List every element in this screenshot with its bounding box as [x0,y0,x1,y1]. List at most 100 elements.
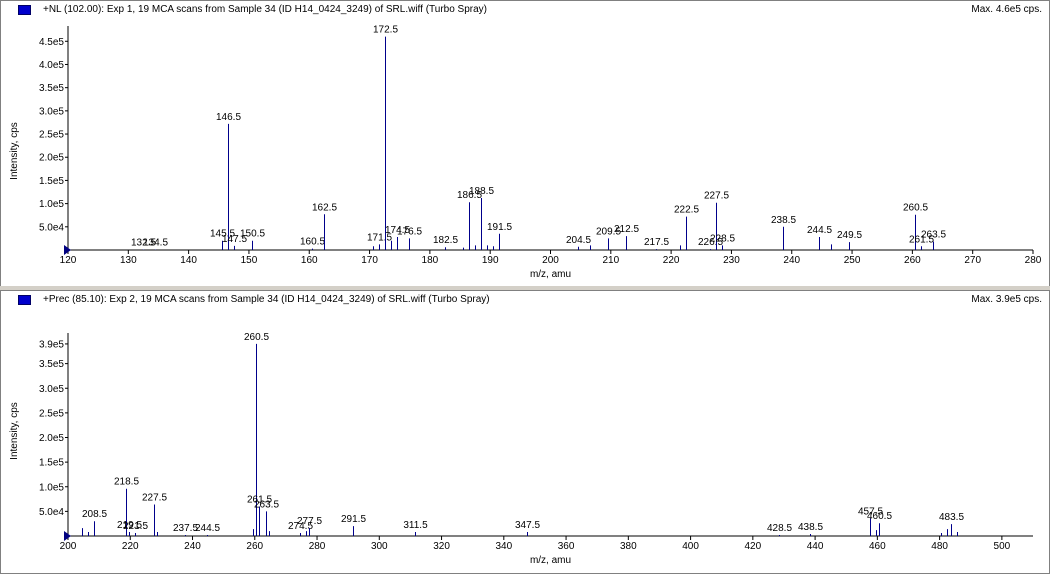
peak-label: 244.5 [195,523,220,534]
peak-label: 228.5 [710,233,735,244]
x-axis-label: m/z, amu [530,555,571,566]
threshold-marker-icon [64,531,71,541]
y-tick-label: 3.0e5 [39,384,64,395]
peak-label: 311.5 [403,520,428,531]
x-tick-label: 220 [122,541,139,552]
spectrum-icon[interactable] [18,295,31,305]
x-tick-label: 260 [904,255,921,266]
spectrum-chart-1[interactable]: 120 130 140 150 160 170 180 190 200 210 220 230 240 2… [1,1,1049,286]
y-tick-label: 1.5e5 [39,458,64,469]
peak-label: 457.5 [858,506,883,517]
x-tick-label: 280 [1025,255,1042,266]
x-tick-label: 420 [744,541,761,552]
x-tick-label: 240 [783,255,800,266]
peak-label: 150.5 [240,229,265,240]
x-tick-label: 300 [371,541,388,552]
peak-label: 277.5 [297,516,322,527]
peak-label: 274.5 [288,521,313,532]
peak-label: 249.5 [837,230,862,241]
y-tick-label: 1.5e5 [39,176,64,187]
x-tick-label: 320 [433,541,450,552]
x-tick-label: 200 [60,541,77,552]
peak-label: 237.5 [173,523,198,534]
peak-label: 460.5 [867,511,892,522]
peak-label: 260.5 [244,332,269,343]
peak-label: 222.5 [674,205,699,216]
x-tick-label: 500 [994,541,1011,552]
peak-label: 217.5 [644,237,669,248]
y-tick-label: 3.5e5 [39,83,64,94]
y-tick-label: 2.0e5 [39,433,64,444]
peak-label: 212.5 [614,224,639,235]
x-tick-label: 340 [495,541,512,552]
x-tick-label: 440 [807,541,824,552]
peak-label: 188.5 [469,186,494,197]
max-intensity-label: Max. 4.6e5 cps. [971,4,1042,15]
peak-label: 261.5 [247,494,272,505]
peak-label: 428.5 [767,523,792,534]
peak-label: 261.5 [909,234,934,245]
x-tick-label: 200 [542,255,559,266]
y-tick-label: 3.0e5 [39,106,64,117]
peak-label: 209.5 [596,226,621,237]
peak-label: 226.5 [698,237,723,248]
peak-label: 146.5 [216,112,241,123]
x-tick-label: 400 [682,541,699,552]
x-tick-label: 140 [180,255,197,266]
pane-splitter[interactable] [0,286,1050,289]
y-tick-label: 2.0e5 [39,153,64,164]
y-tick-label: 2.5e5 [39,408,64,419]
y-tick-label: 3.5e5 [39,359,64,370]
threshold-marker-icon [64,245,71,255]
x-tick-label: 170 [361,255,378,266]
peak-label: 291.5 [341,514,366,525]
y-tick-label: 5.0e4 [39,507,64,518]
spectrum-panel-2: +Prec (85.10): Exp 2, 19 MCA scans from … [0,290,1050,574]
peak-label: 162.5 [312,202,337,213]
peak-label: 176.5 [397,226,422,237]
x-tick-label: 270 [964,255,981,266]
peak-label: 186.5 [457,190,482,201]
peak-label: 182.5 [433,235,458,246]
y-tick-label: 2.5e5 [39,130,64,141]
peak-label: 132.5 [131,238,156,249]
y-tick-label: 4.5e5 [39,37,64,48]
peak-label: 227.5 [704,191,729,202]
peak-label: 221.5 [123,521,148,532]
x-tick-label: 380 [620,541,637,552]
x-tick-label: 190 [482,255,499,266]
peak-label: 219.5 [117,520,142,531]
x-tick-label: 120 [60,255,77,266]
x-tick-label: 360 [558,541,575,552]
panel-title: +NL (102.00): Exp 1, 19 MCA scans from S… [43,4,488,15]
y-tick-label: 1.0e5 [39,482,64,493]
peak-label: 172.5 [373,25,398,36]
spectrum-chart-2[interactable]: 200 220 240 260 280 300 320 340 360 380 400 420 440 4… [1,291,1049,573]
peak-label: 238.5 [771,215,796,226]
peak-label: 260.5 [903,203,928,214]
peak-label: 134.5 [143,238,168,249]
x-tick-label: 240 [184,541,201,552]
peak-label: 191.5 [487,222,512,233]
y-tick-label: 1.0e5 [39,199,64,210]
peak-label: 160.5 [300,237,325,248]
peak-label: 145.5 [210,229,235,240]
spectrum-panel-1: +NL (102.00): Exp 1, 19 MCA scans from S… [0,0,1050,287]
peak-label: 244.5 [807,225,832,236]
peak-label: 227.5 [142,492,167,503]
panel-header: +NL (102.00): Exp 1, 19 MCA scans from S… [1,1,1049,18]
x-tick-label: 150 [241,255,258,266]
peak-label: 438.5 [798,522,823,533]
peak-label: 208.5 [82,509,107,520]
peak-label: 218.5 [114,477,139,488]
x-axis-label: m/z, amu [530,269,571,280]
y-axis-label: Intensity, cps [9,122,20,180]
peak-label: 171.5 [367,232,392,243]
x-tick-label: 160 [301,255,318,266]
spectrum-icon[interactable] [18,5,31,15]
peak-label: 174.5 [385,225,410,236]
y-tick-label: 5.0e4 [39,222,64,233]
y-axis-label: Intensity, cps [9,402,20,460]
x-tick-label: 480 [931,541,948,552]
x-tick-label: 460 [869,541,886,552]
